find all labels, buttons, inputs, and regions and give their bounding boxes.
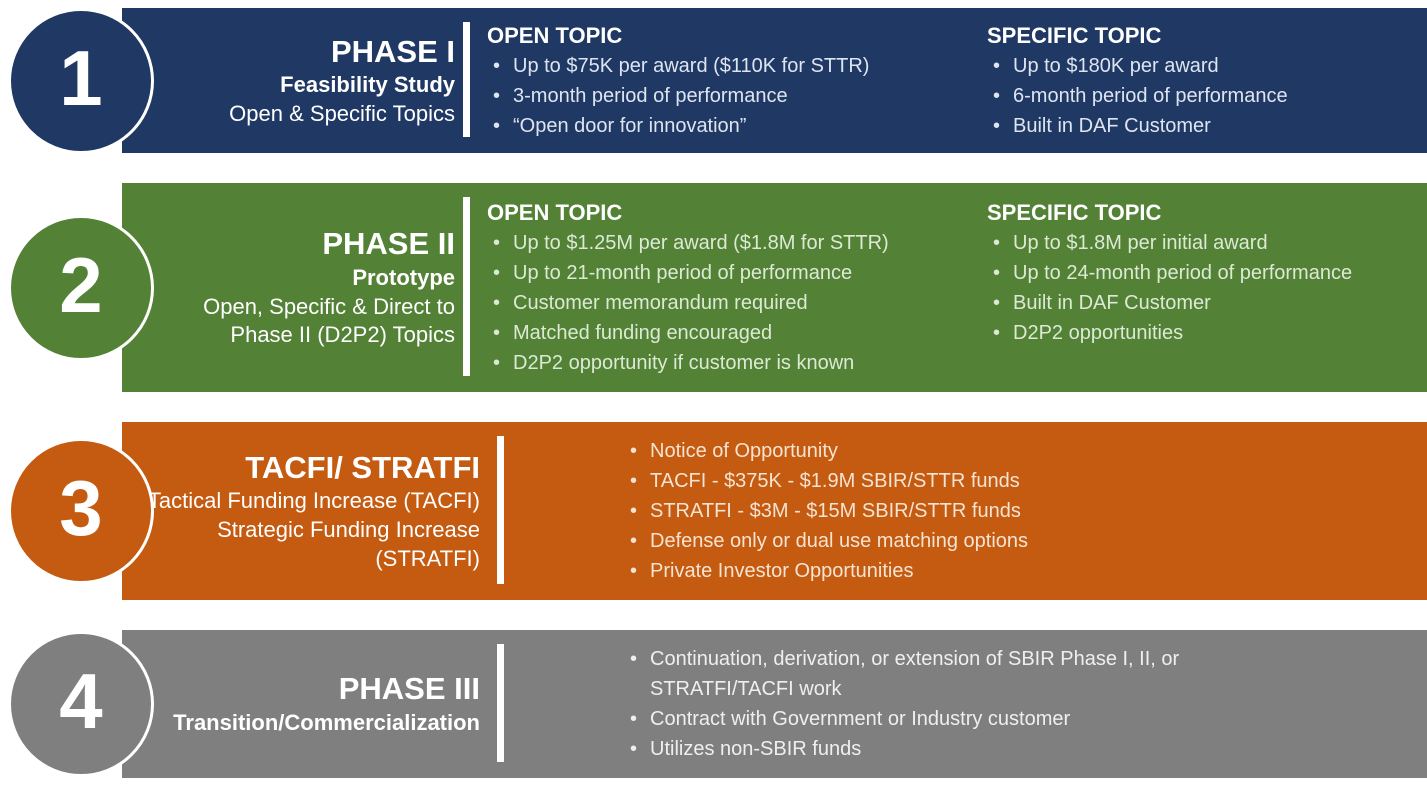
specific-topic-bullets: Up to $1.8M per initial award Up to 24-m… [987,228,1352,348]
bullet-item: TACFI - $375K - $1.9M SBIR/STTR funds [624,466,1028,496]
phase-1-number: 1 [59,33,103,122]
bullet-item: Up to $75K per award ($110K for STTR) [487,51,987,81]
specific-topic-header: SPECIFIC TOPIC [987,199,1162,225]
bullet-item: Up to 24-month period of performance [987,258,1352,288]
tacfi-stratfi-bullets: Notice of Opportunity TACFI - $375K - $1… [624,436,1028,586]
phase-1-open-topic-column: OPEN TOPIC Up to $75K per award ($110K f… [487,21,987,141]
bullet-item: 6-month period of performance [987,81,1288,111]
phase-1-number-badge: 1 [8,7,154,154]
open-topic-bullets: Up to $75K per award ($110K for STTR) 3-… [487,51,987,141]
bullet-item: Built in DAF Customer [987,288,1352,318]
bullet-item: Defense only or dual use matching option… [624,526,1028,556]
phase-1-specific-topic-column: SPECIFIC TOPIC Up to $180K per award 6-m… [987,21,1288,141]
bullet-item: Continuation, derivation, or extension o… [624,644,1284,704]
bullet-item: Up to $1.25M per award ($1.8M for STTR) [487,228,987,258]
tacfi-stratfi-title: TACFI/ STRATFI [245,449,480,485]
phase-3-divider [497,644,504,762]
specific-topic-bullets: Up to $180K per award 6-month period of … [987,51,1288,141]
phase-2-divider [463,197,470,376]
phase-2-specific-topic-column: SPECIFIC TOPIC Up to $1.8M per initial a… [987,198,1352,348]
phase-3-title-block: PHASE III Transition/Commercialization [122,670,480,737]
phase-3-bullets: Continuation, derivation, or extension o… [624,644,1284,764]
phase-1-subtitle-bold: Feasibility Study [280,72,455,98]
specific-topic-header: SPECIFIC TOPIC [987,22,1162,48]
phase-1-title: PHASE I [330,33,455,69]
phase-2-band: 2 PHASE II Prototype Open, Specific & Di… [8,183,1427,392]
phase-1-divider [463,22,470,137]
phase-3-content: Continuation, derivation, or extension o… [624,644,1427,764]
tacfi-stratfi-divider [497,436,504,584]
phase-2-subtitle-line: Phase II (D2P2) Topics [230,322,455,348]
phase-1-subtitle-line: Open & Specific Topics [229,100,455,126]
bullet-item: “Open door for innovation” [487,111,987,141]
phase-2-subtitle-line: Open, Specific & Direct to [203,293,455,319]
bullet-item: Up to $1.8M per initial award [987,228,1352,258]
bullet-item: Contract with Government or Industry cus… [624,704,1284,734]
tacfi-stratfi-content: Notice of Opportunity TACFI - $375K - $1… [624,436,1427,586]
tacfi-stratfi-title-block: TACFI/ STRATFI Tactical Funding Increase… [122,449,480,574]
phase-1-band: 1 PHASE I Feasibility Study Open & Speci… [8,7,1427,154]
phase-1-content: OPEN TOPIC Up to $75K per award ($110K f… [487,21,1427,141]
phase-1-title-block: PHASE I Feasibility Study Open & Specifi… [122,33,455,129]
bullet-item: Private Investor Opportunities [624,556,1028,586]
phase-3-number: 4 [59,657,103,745]
tacfi-stratfi-number: 3 [59,464,103,552]
bullet-item: STRATFI - $3M - $15M SBIR/STTR funds [624,496,1028,526]
phase-2-title-block: PHASE II Prototype Open, Specific & Dire… [122,225,455,350]
open-topic-bullets: Up to $1.25M per award ($1.8M for STTR) … [487,228,987,378]
bullet-item: Utilizes non-SBIR funds [624,734,1284,764]
bullet-item: Up to 21-month period of performance [487,258,987,288]
open-topic-header: OPEN TOPIC [487,22,623,48]
bullet-item: Customer memorandum required [487,288,987,318]
tacfi-stratfi-column: Notice of Opportunity TACFI - $375K - $1… [624,436,1028,586]
bullet-item: Up to $180K per award [987,51,1288,81]
phase-3-title: PHASE III [338,671,480,707]
phase-2-number-badge: 2 [8,214,154,361]
open-topic-header: OPEN TOPIC [487,199,623,225]
bullet-item: Built in DAF Customer [987,111,1288,141]
bullet-item: Matched funding encouraged [487,318,987,348]
bullet-item: 3-month period of performance [487,81,987,111]
tacfi-stratfi-number-badge: 3 [8,438,154,584]
phase-2-number: 2 [59,240,103,329]
phase-3-band: 4 PHASE III Transition/Commercialization… [8,630,1427,778]
tacfi-subtitle-line: Tactical Funding Increase (TACFI) [147,488,480,514]
bullet-item: D2P2 opportunity if customer is known [487,348,987,378]
phase-3-number-badge: 4 [8,631,154,777]
phase-2-content: OPEN TOPIC Up to $1.25M per award ($1.8M… [487,198,1427,378]
bullet-item: D2P2 opportunities [987,318,1352,348]
phase-2-subtitle-bold: Prototype [352,264,455,290]
phase-2-title: PHASE II [322,226,455,262]
phase-3-subtitle-bold: Transition/Commercialization [173,710,480,736]
phase-2-open-topic-column: OPEN TOPIC Up to $1.25M per award ($1.8M… [487,198,987,378]
bullet-item: Notice of Opportunity [624,436,1028,466]
stratfi-subtitle-line: Strategic Funding Increase (STRATFI) [217,517,480,571]
phase-3-column: Continuation, derivation, or extension o… [624,644,1284,764]
tacfi-stratfi-band: 3 TACFI/ STRATFI Tactical Funding Increa… [8,422,1427,600]
